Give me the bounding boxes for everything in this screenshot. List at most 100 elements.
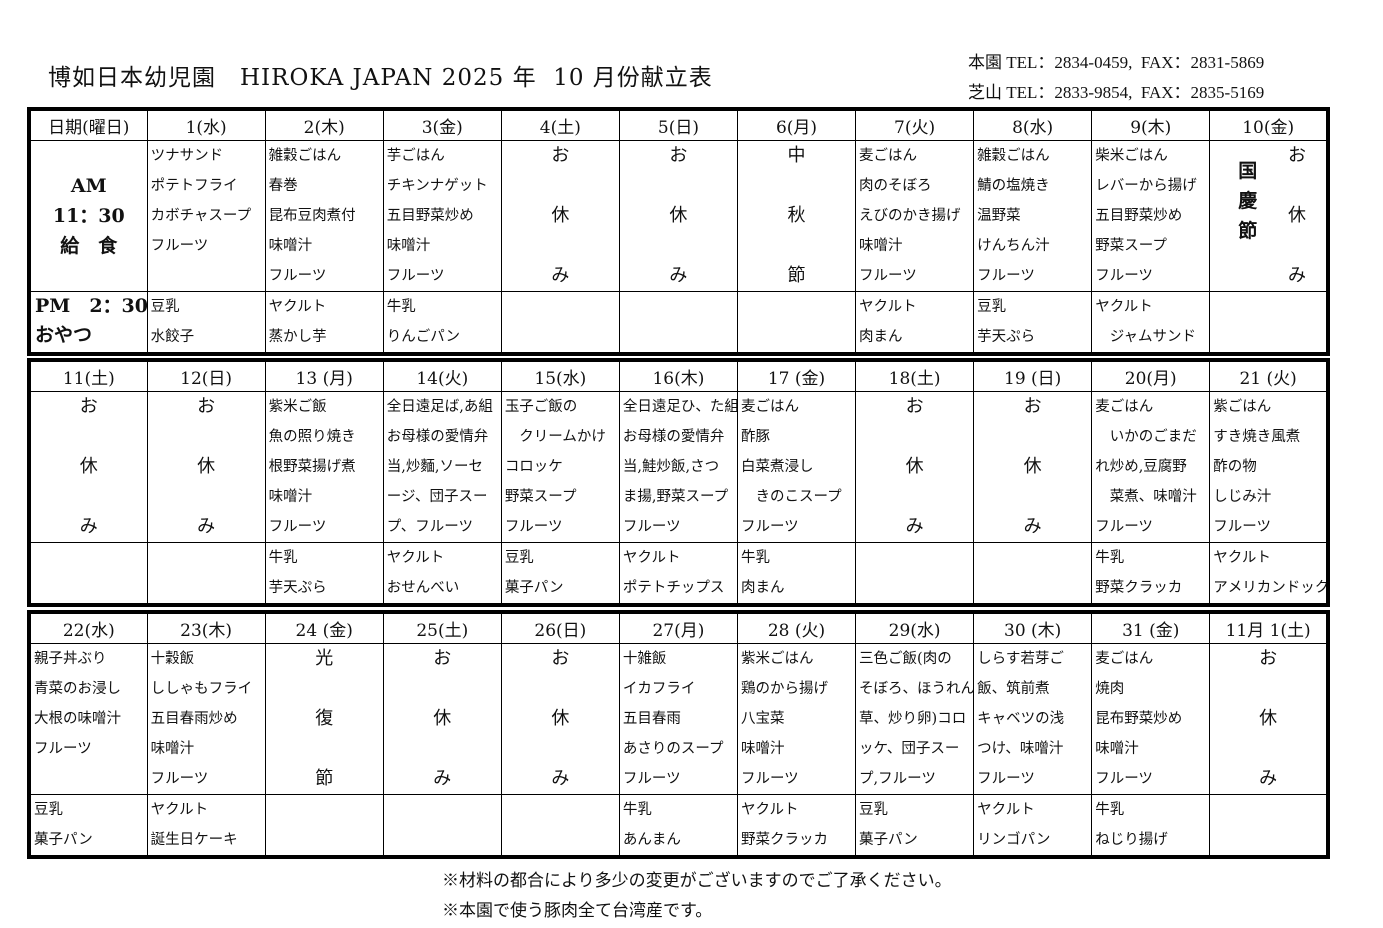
lunch-item: 春巻 (268, 178, 298, 194)
day-header: 24 (金) (264, 611, 384, 644)
day-header: 31 (金) (1091, 611, 1211, 644)
lunch-cell: 麦ごはん 焼肉 昆布野菜炒め 味噌汁 フルーツ (1091, 643, 1211, 795)
snack-item: 豆乳 (150, 299, 180, 315)
day-header: 1(水) (146, 108, 266, 141)
holiday-char: 復 (315, 708, 334, 729)
snack-item: ヤクルト (268, 299, 327, 315)
snack-item: ヤクルト (859, 299, 917, 315)
snack-item: 菓子パン (504, 580, 564, 596)
lunch-row: お休みお休み紫米ご飯 魚の照り焼き 根野菜揚げ煮 味噌汁 フルーツ 全日遠足ば,あ組 お母様… (28, 391, 1329, 543)
lunch-item: 五目春雨炒め (150, 711, 238, 727)
holiday-char: 休 (1023, 456, 1042, 477)
holiday-name-char: 慶 (1238, 190, 1258, 212)
holiday-cell: お休み (855, 391, 975, 543)
holiday-cell: 光復節 (264, 643, 384, 795)
holiday-cell: お休み (382, 643, 502, 795)
lunch-item: 五目春雨 (622, 711, 681, 727)
lunch-item: 味噌汁 (150, 741, 195, 757)
snack-item: ねじり揚げ (1095, 832, 1168, 848)
snack-item: 豆乳 (977, 299, 1007, 315)
snack-label-line: PM 2：30 (35, 295, 148, 317)
holiday-char: み (1023, 516, 1042, 537)
snack-item: 菓子パン (859, 832, 918, 848)
snack-cell-empty (1209, 291, 1329, 355)
lunch-cell: 麦ごはん 酢豚 白菜煮浸し きのこスープ フルーツ (736, 391, 857, 543)
lunch-item: 親子丼ぶり (34, 651, 107, 667)
lunch-item: いかのごまだ (1095, 429, 1197, 445)
lunch-item: クリームかけ (504, 429, 606, 445)
holiday-char: お (1288, 145, 1306, 166)
lunch-item: 十雑飯 (622, 651, 667, 667)
holiday-char: 休 (1259, 708, 1278, 729)
snack-cell: ヤクルト 誕生日ケーキ (146, 794, 266, 858)
lunch-item: 味噌汁 (386, 238, 431, 254)
lunch-cell: 十穀飯 ししゃもフライ 五目春雨炒め 味噌汁 フルーツ (146, 643, 266, 795)
lunch-item: つけ、味噌汁 (977, 741, 1064, 757)
snack-cell: ヤクルト リンゴパン (973, 794, 1093, 858)
lunch-item: プ、フルーツ (386, 519, 474, 535)
holiday-char: み (1259, 768, 1278, 789)
lunch-cell: 紫米ご飯 魚の照り焼き 根野菜揚げ煮 味噌汁 フルーツ (264, 391, 384, 543)
lunch-item: 味噌汁 (1095, 741, 1139, 757)
holiday-char: 休 (551, 708, 570, 729)
day-header: 13 (月) (264, 359, 384, 392)
snack-cell-empty (146, 542, 266, 606)
lunch-cell: ツナサンド ポテトフライ カボチャスープ フルーツ (146, 140, 266, 292)
snack-item: 肉まん (859, 329, 903, 345)
holiday-char: お (551, 648, 570, 669)
day-header: 18(土) (855, 359, 975, 392)
holiday-char: 休 (197, 456, 216, 477)
snack-item: ヤクルト (1213, 550, 1271, 566)
snack-cell: 牛乳 りんごパン (382, 291, 502, 355)
lunch-item: ージ、団子スー (386, 489, 488, 505)
holiday-char: 休 (79, 456, 98, 477)
lunch-item: チキンナゲット (386, 178, 488, 194)
lunch-cell: 全日遠足ひ、た組 お母様の愛情弁 当,鮭炒飯,さつ ま揚,野菜スープ フルーツ (618, 391, 738, 543)
holiday-cell: お休み (146, 391, 266, 543)
holiday-name-char: 国 (1238, 160, 1258, 182)
lunch-item: 麦ごはん (1095, 651, 1154, 667)
snack-cell: 豆乳 菓子パン (855, 794, 975, 858)
lunch-cell: 紫米ごはん 鶏のから揚げ 八宝菜 味噌汁 フルーツ (736, 643, 857, 795)
snack-item: リンゴパン (977, 832, 1051, 848)
holiday-char: 節 (315, 768, 334, 789)
day-header: 10(金) (1209, 108, 1329, 141)
lunch-item: 昆布野菜炒め (1095, 711, 1183, 727)
lunch-item: フルーツ (622, 519, 681, 535)
snack-item: 芋天ぷら (977, 329, 1036, 345)
lunch-item: 紫米ご飯 (268, 399, 327, 415)
lunch-item: 野菜スープ (504, 489, 577, 505)
date-header-label: 日期(曜日) (28, 108, 148, 141)
date-header-row: 22(水) 23(木) 24 (金) 25(土) 26(日) 27(月) 28 (火) 29(… (28, 611, 1329, 644)
snack-cell-empty (855, 542, 975, 606)
lunch-item: フルーツ (622, 771, 681, 787)
lunch-item: 味噌汁 (268, 489, 313, 505)
day-header: 9(木) (1091, 108, 1211, 141)
footnote-pork-origin: ※本園で使う豚肉全て台湾産です。 (442, 901, 713, 921)
holiday-char: 光 (315, 648, 334, 669)
holiday-cell: お休み (500, 643, 620, 795)
lunch-row: 親子丼ぶり 青菜のお浸し 大根の味噌汁 フルーツ 十穀飯 ししゃもフライ 五目春雨炒め 味噌汁… (28, 643, 1329, 795)
lunch-item: 芋ごはん (386, 148, 445, 164)
holiday-char: み (433, 768, 452, 789)
snack-row: PM 2：30 おやつ 豆乳 水餃子 ヤクルト 蒸かし芋 牛乳 りんごパン ヤクルト 肉まん 豆乳芋… (28, 291, 1329, 355)
lunch-item: 大根の味噌汁 (34, 711, 121, 727)
lunch-item: 青菜のお浸し (34, 681, 121, 697)
day-header: 28 (火) (736, 611, 857, 644)
lunch-item: けんちん汁 (977, 238, 1050, 254)
day-header: 30 (木) (973, 611, 1093, 644)
lunch-cell: 麦ごはん 肉のそぼろ えびのかき揚げ 味噌汁 フルーツ (855, 140, 975, 292)
snack-item: アメリカンドック (1213, 580, 1328, 596)
lunch-item: フルーツ (34, 741, 92, 757)
lunch-item: 菜煮、味噌汁 (1095, 489, 1197, 505)
holiday-char: み (79, 516, 98, 537)
lunch-item: コロッケ (504, 459, 563, 475)
snack-cell-empty (264, 794, 384, 858)
holiday-cell: お休み (618, 140, 738, 292)
day-header: 7(火) (855, 108, 975, 141)
lunch-item: ッケ、団子スー (859, 741, 960, 757)
holiday-char: 休 (551, 205, 570, 226)
lunch-item: フルーツ (977, 268, 1035, 284)
lunch-item: 当,鮭炒飯,さつ (622, 459, 720, 475)
snack-cell: ヤクルト ジャムサンド (1091, 291, 1211, 355)
